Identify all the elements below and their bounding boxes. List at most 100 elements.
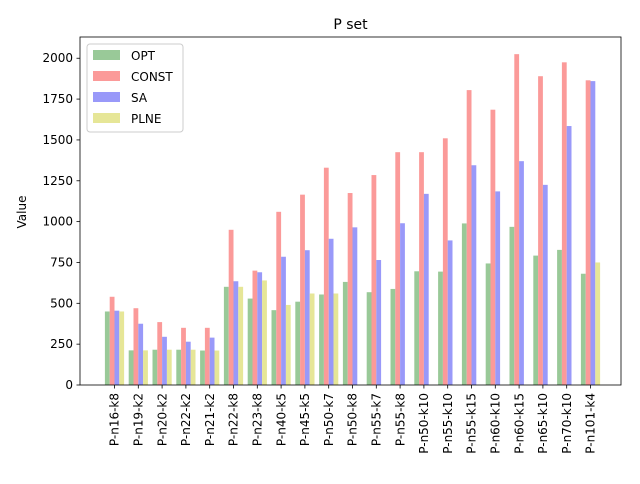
bar-sa-p-n50-k10: [423, 193, 429, 385]
bar-sa-p-n55-k15: [471, 165, 477, 385]
x-tick-label: P-n60-k15: [512, 393, 526, 454]
x-tick-label: P-n65-k10: [536, 393, 550, 454]
bar-const-p-n55-k7: [371, 175, 377, 385]
legend: OPT CONST SA PLNE: [86, 43, 184, 133]
bar-plne-p-n19-k2: [143, 350, 148, 385]
bar-opt-p-n23-k8: [247, 298, 253, 385]
bar-opt-p-n50-k8: [342, 281, 348, 385]
bar-opt-p-n40-k5: [271, 310, 277, 385]
bar-plne-p-n50-k7: [333, 293, 339, 385]
bar-sa-p-n50-k7: [328, 238, 334, 385]
y-tick-label: 1000: [42, 215, 73, 229]
bar-opt-p-n22-k8: [223, 286, 229, 385]
bar-const-p-n20-k2: [157, 322, 163, 385]
bar-const-p-n22-k8: [228, 229, 234, 385]
legend-label-const: CONST: [131, 70, 173, 84]
legend-swatch-plne: [93, 113, 120, 123]
x-tick-label: P-n60-k10: [489, 393, 503, 454]
bar-const-p-n16-k8: [109, 296, 115, 385]
x-tick-label: P-n50-k7: [322, 393, 336, 446]
chart-title: P set: [333, 17, 368, 33]
legend-box: [86, 43, 184, 133]
x-tick-label: P-n22-k2: [179, 393, 193, 446]
y-tick-label: 1750: [42, 92, 73, 106]
x-tick-label: P-n55-k7: [370, 393, 384, 446]
bar-opt-p-n21-k2: [200, 350, 205, 385]
bar-opt-p-n65-k10: [533, 255, 539, 385]
bar-const-p-n101-k4: [585, 80, 591, 386]
bar-sa-p-n60-k15: [519, 161, 524, 385]
bar-const-p-n50-k8: [347, 193, 353, 385]
x-tick-label: P-n16-k8: [108, 393, 122, 446]
x-tick-label: P-n45-k5: [298, 393, 312, 446]
bar-const-p-n70-k10: [561, 62, 567, 385]
bar-sa-p-n16-k8: [114, 310, 120, 385]
bar-sa-p-n101-k4: [590, 81, 596, 386]
axes-group: 0 250 500 750 1000 1250 1500 1750 2000 P-n16-k8 P-…: [42, 36, 622, 454]
bar-const-p-n60-k10: [490, 109, 496, 385]
bar-opt-p-n70-k10: [557, 249, 562, 385]
x-tick-label: P-n22-k8: [227, 393, 241, 446]
legend-label-sa: SA: [131, 91, 148, 105]
bars-group: [104, 54, 601, 386]
x-tick-label: P-n23-k8: [251, 393, 265, 446]
x-tick-label: P-n50-k8: [346, 393, 360, 446]
y-tick-label: 0: [65, 378, 73, 392]
bar-opt-p-n50-k10: [414, 271, 420, 385]
bar-sa-p-n60-k10: [495, 191, 501, 385]
bar-sa-p-n22-k2: [185, 341, 191, 385]
legend-swatch-opt: [93, 50, 120, 60]
bar-sa-p-n50-k8: [352, 227, 358, 385]
bar-const-p-n55-k10: [442, 138, 448, 385]
bar-opt-p-n101-k4: [580, 273, 586, 385]
bar-sa-p-n40-k5: [281, 256, 286, 385]
bar-opt-p-n16-k8: [104, 311, 110, 385]
bar-const-p-n65-k10: [538, 76, 543, 386]
x-tick-label: P-n55-k15: [465, 393, 479, 454]
bar-opt-p-n60-k10: [485, 263, 491, 385]
x-tick-label: P-n21-k2: [203, 393, 217, 446]
bar-sa-p-n55-k8: [400, 223, 405, 385]
bar-const-p-n60-k15: [514, 54, 520, 386]
bar-opt-p-n55-k8: [390, 288, 396, 385]
x-tick-label: P-n20-k2: [155, 393, 169, 446]
y-tick-label: 500: [50, 296, 73, 310]
bar-sa-p-n70-k10: [566, 126, 572, 385]
bar-sa-p-n21-k2: [209, 337, 215, 385]
x-tick-label: P-n55-k8: [393, 393, 407, 446]
legend-label-plne: PLNE: [131, 112, 161, 126]
bar-opt-p-n19-k2: [128, 350, 134, 385]
bar-sa-p-n22-k8: [233, 281, 239, 385]
bar-opt-p-n60-k15: [509, 226, 515, 385]
bar-const-p-n21-k2: [204, 327, 210, 385]
bar-opt-p-n22-k2: [176, 349, 182, 385]
legend-label-opt: OPT: [131, 49, 156, 63]
bar-sa-p-n45-k5: [304, 250, 310, 385]
bar-plne-p-n22-k2: [190, 349, 196, 385]
bar-const-p-n19-k2: [133, 308, 139, 385]
bar-opt-p-n45-k5: [295, 301, 301, 385]
x-tick-label: P-n40-k5: [274, 393, 288, 446]
y-tick-label: 250: [50, 337, 73, 351]
bar-opt-p-n55-k10: [438, 271, 443, 385]
bar-plne-p-n22-k8: [238, 286, 244, 385]
bar-const-p-n23-k8: [252, 270, 258, 385]
bar-const-p-n50-k10: [419, 152, 424, 385]
bar-opt-p-n50-k7: [319, 294, 324, 385]
y-tick-label: 1250: [42, 174, 73, 188]
legend-swatch-const: [93, 71, 120, 81]
bar-sa-p-n20-k2: [162, 336, 167, 385]
bar-const-p-n40-k5: [276, 211, 282, 385]
bar-plne-p-n21-k2: [214, 350, 220, 385]
bar-sa-p-n23-k8: [257, 272, 263, 385]
x-tick-label: P-n19-k2: [132, 393, 146, 446]
y-axis-label: Value: [15, 196, 29, 229]
bar-opt-p-n20-k2: [152, 349, 158, 385]
bar-const-p-n55-k8: [395, 152, 401, 385]
plot-frame: [79, 36, 622, 386]
x-tick-label: P-n55-k10: [441, 393, 455, 454]
bar-sa-p-n55-k7: [376, 260, 382, 385]
bar-sa-p-n19-k2: [138, 323, 144, 385]
